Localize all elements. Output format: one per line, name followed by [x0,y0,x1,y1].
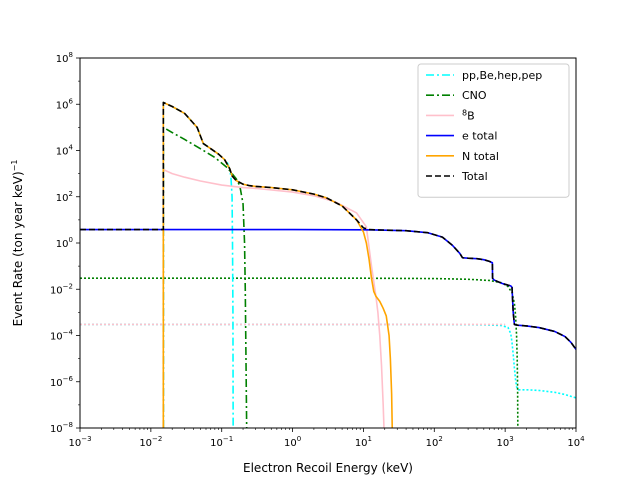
legend-box [417,63,570,198]
x-tick-label-5: 102 [426,435,443,449]
legend-label-3: e total [462,130,497,143]
legend-label-2: 8B [462,108,475,122]
x-tick-label-3: 100 [284,435,301,449]
series-line-1 [80,277,519,428]
y-tick-label-2: 10−4 [50,329,74,343]
plot-area [80,101,576,428]
x-tick-label-6: 103 [497,435,514,449]
y-tick-label-1: 10−6 [50,375,74,389]
legend-label-1: CNO [462,89,487,102]
x-tick-label-4: 101 [355,435,372,449]
x-axis-label: Electron Recoil Energy (keV) [243,461,413,475]
x-tick-label-7: 104 [567,435,585,449]
y-tick-label-4: 100 [56,236,73,250]
y-axis-label: Event Rate (ton year keV)−1 [10,160,25,327]
y-tick-label-3: 10−2 [50,282,73,296]
x-tick-label-1: 10−2 [139,435,162,449]
y-tick-label-5: 102 [56,190,73,204]
y-axis-label-exponent: −1 [10,160,19,172]
x-tick-label-2: 10−1 [210,435,233,449]
y-tick-label-8: 108 [56,51,73,65]
y-axis-label-text: Event Rate (ton year keV) [11,171,25,326]
series-line-8 [80,101,576,350]
legend: pp,Be,hep,pep CNO 8B e total N total Total [417,63,570,198]
y-tick-label-7: 106 [56,97,74,111]
y-tick-label-0: 10−8 [50,421,73,435]
x-tick-label-0: 10−3 [68,435,91,449]
legend-label-0: pp,Be,hep,pep [462,69,542,82]
legend-label-5: Total [461,170,488,183]
y-tick-label-6: 104 [56,144,74,158]
axis-ticks: 10−3 10−2 10−1 100 101 102 103 104 10−8 10−6 10−4 1… [50,51,585,449]
legend-label-4: N total [462,150,499,163]
